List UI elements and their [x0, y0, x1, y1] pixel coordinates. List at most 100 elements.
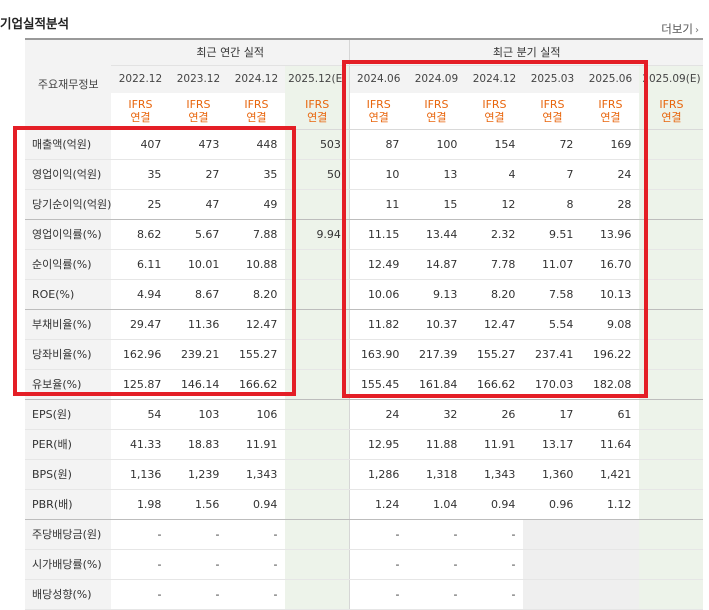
value-cell: 11.91	[227, 429, 286, 460]
value-cell: 27	[169, 159, 228, 190]
value-cell: 217.39	[407, 339, 466, 370]
value-cell: 9.51	[523, 219, 582, 250]
value-cell	[639, 369, 704, 400]
basis-cell: IFRS 연결	[169, 93, 228, 130]
basis-cell: IFRS 연결	[348, 93, 408, 130]
value-cell: 155.27	[227, 339, 286, 370]
table-row: PBR(배) 1.98 1.56 0.94 1.24 1.04 0.94 0.96 1.12	[25, 489, 704, 520]
basis-cell: IFRS 연결	[523, 93, 582, 130]
value-cell: 5.54	[523, 309, 582, 340]
value-cell: 13.44	[407, 219, 466, 250]
value-cell: 49	[227, 189, 286, 220]
table-row: 당기순이익(억원) 25 47 49 11 15 12 8 28	[25, 189, 704, 220]
period-header: 2024.09	[407, 65, 466, 93]
value-cell: -	[465, 519, 524, 550]
value-cell	[285, 339, 350, 370]
value-cell: 18.83	[169, 429, 228, 460]
period-header: 2025.06	[581, 65, 640, 93]
quarter-group-header: 최근 분기 실적	[348, 39, 704, 66]
basis-row: IFRS 연결 IFRS 연결 IFRS 연결 IFRS 연결 IFRS 연결 IFRS 연결 IFRS…	[25, 93, 704, 130]
value-cell: 182.08	[581, 369, 640, 400]
value-cell: 239.21	[169, 339, 228, 370]
basis-cell: IFRS 연결	[465, 93, 524, 130]
value-cell: 146.14	[169, 369, 228, 400]
basis-cell: IFRS 연결	[407, 93, 466, 130]
value-cell: 50	[285, 159, 350, 190]
value-cell: 41.33	[111, 429, 170, 460]
value-cell: 25	[111, 189, 170, 220]
value-cell: 407	[111, 129, 170, 160]
period-header: 2024.06	[348, 65, 408, 93]
value-cell: 503	[285, 129, 350, 160]
value-cell	[639, 489, 704, 520]
basis-cell: IFRS 연결	[111, 93, 170, 130]
value-cell	[523, 519, 582, 550]
value-cell	[285, 429, 350, 460]
value-cell: 1,343	[227, 459, 286, 490]
table-row: 당좌비율(%) 162.96 239.21 155.27 163.90 217.39 155…	[25, 339, 704, 370]
value-cell	[285, 249, 350, 280]
value-cell: 196.22	[581, 339, 640, 370]
value-cell: 4.94	[111, 279, 170, 310]
value-cell: 54	[111, 399, 170, 430]
value-cell: 10	[348, 159, 408, 190]
value-cell: 8	[523, 189, 582, 220]
value-cell: 61	[581, 399, 640, 430]
value-cell	[639, 309, 704, 340]
row-label: EPS(원)	[25, 399, 112, 430]
value-cell: 8.20	[227, 279, 286, 310]
period-header: 2024.12	[465, 65, 524, 93]
table-row: 매출액(억원) 407 473 448 503 87 100 154 72 169	[25, 129, 704, 160]
value-cell: 35	[111, 159, 170, 190]
value-cell: -	[227, 519, 286, 550]
value-cell: -	[348, 549, 408, 580]
value-cell: 163.90	[348, 339, 408, 370]
row-label: 부채비율(%)	[25, 309, 112, 340]
basis-standard: IFRS	[424, 98, 449, 111]
value-cell: 4	[465, 159, 524, 190]
table-row: 영업이익률(%) 8.62 5.67 7.88 9.94 11.15 13.44 2.32 9.…	[25, 219, 704, 250]
row-label: 당좌비율(%)	[25, 339, 112, 370]
value-cell	[639, 189, 704, 220]
value-cell: 29.47	[111, 309, 170, 340]
table-row: 부채비율(%) 29.47 11.36 12.47 11.82 10.37 12.47 5.5…	[25, 309, 704, 340]
value-cell: 13	[407, 159, 466, 190]
value-cell: -	[407, 519, 466, 550]
value-cell	[285, 369, 350, 400]
table-row: EPS(원) 54 103 106 24 32 26 17 61	[25, 399, 704, 430]
value-cell: -	[169, 519, 228, 550]
value-cell: 1,136	[111, 459, 170, 490]
more-link[interactable]: 더보기 ›	[661, 21, 699, 37]
period-header: 2022.12	[111, 65, 170, 93]
value-cell: 11.64	[581, 429, 640, 460]
basis-standard: IFRS	[366, 98, 391, 111]
value-cell: 24	[581, 159, 640, 190]
basis-cell: IFRS 연결	[581, 93, 640, 130]
period-header: 2023.12	[169, 65, 228, 93]
value-cell: 10.06	[348, 279, 408, 310]
value-cell: 103	[169, 399, 228, 430]
row-label: 매출액(억원)	[25, 129, 112, 160]
annual-group-header: 최근 연간 실적	[111, 39, 350, 66]
value-cell: 170.03	[523, 369, 582, 400]
value-cell: 1,343	[465, 459, 524, 490]
basis-scope: 연결	[542, 111, 563, 124]
basis-scope: 연결	[600, 111, 621, 124]
value-cell	[639, 519, 704, 550]
value-cell: 7.88	[227, 219, 286, 250]
table-row: 유보율(%) 125.87 146.14 166.62 155.45 161.84 166.…	[25, 369, 704, 400]
basis-scope: 연결	[246, 111, 267, 124]
value-cell: 17	[523, 399, 582, 430]
value-cell: 11.91	[465, 429, 524, 460]
row-label: ROE(%)	[25, 279, 112, 310]
period-header: 2025.09(E)	[639, 65, 704, 93]
value-cell: -	[227, 549, 286, 580]
value-cell	[285, 519, 350, 550]
value-cell: 166.62	[227, 369, 286, 400]
value-cell: 9.94	[285, 219, 350, 250]
basis-standard: IFRS	[540, 98, 565, 111]
value-cell: 11.36	[169, 309, 228, 340]
value-cell: 87	[348, 129, 408, 160]
value-cell	[581, 549, 640, 580]
basis-standard: IFRS	[244, 98, 269, 111]
